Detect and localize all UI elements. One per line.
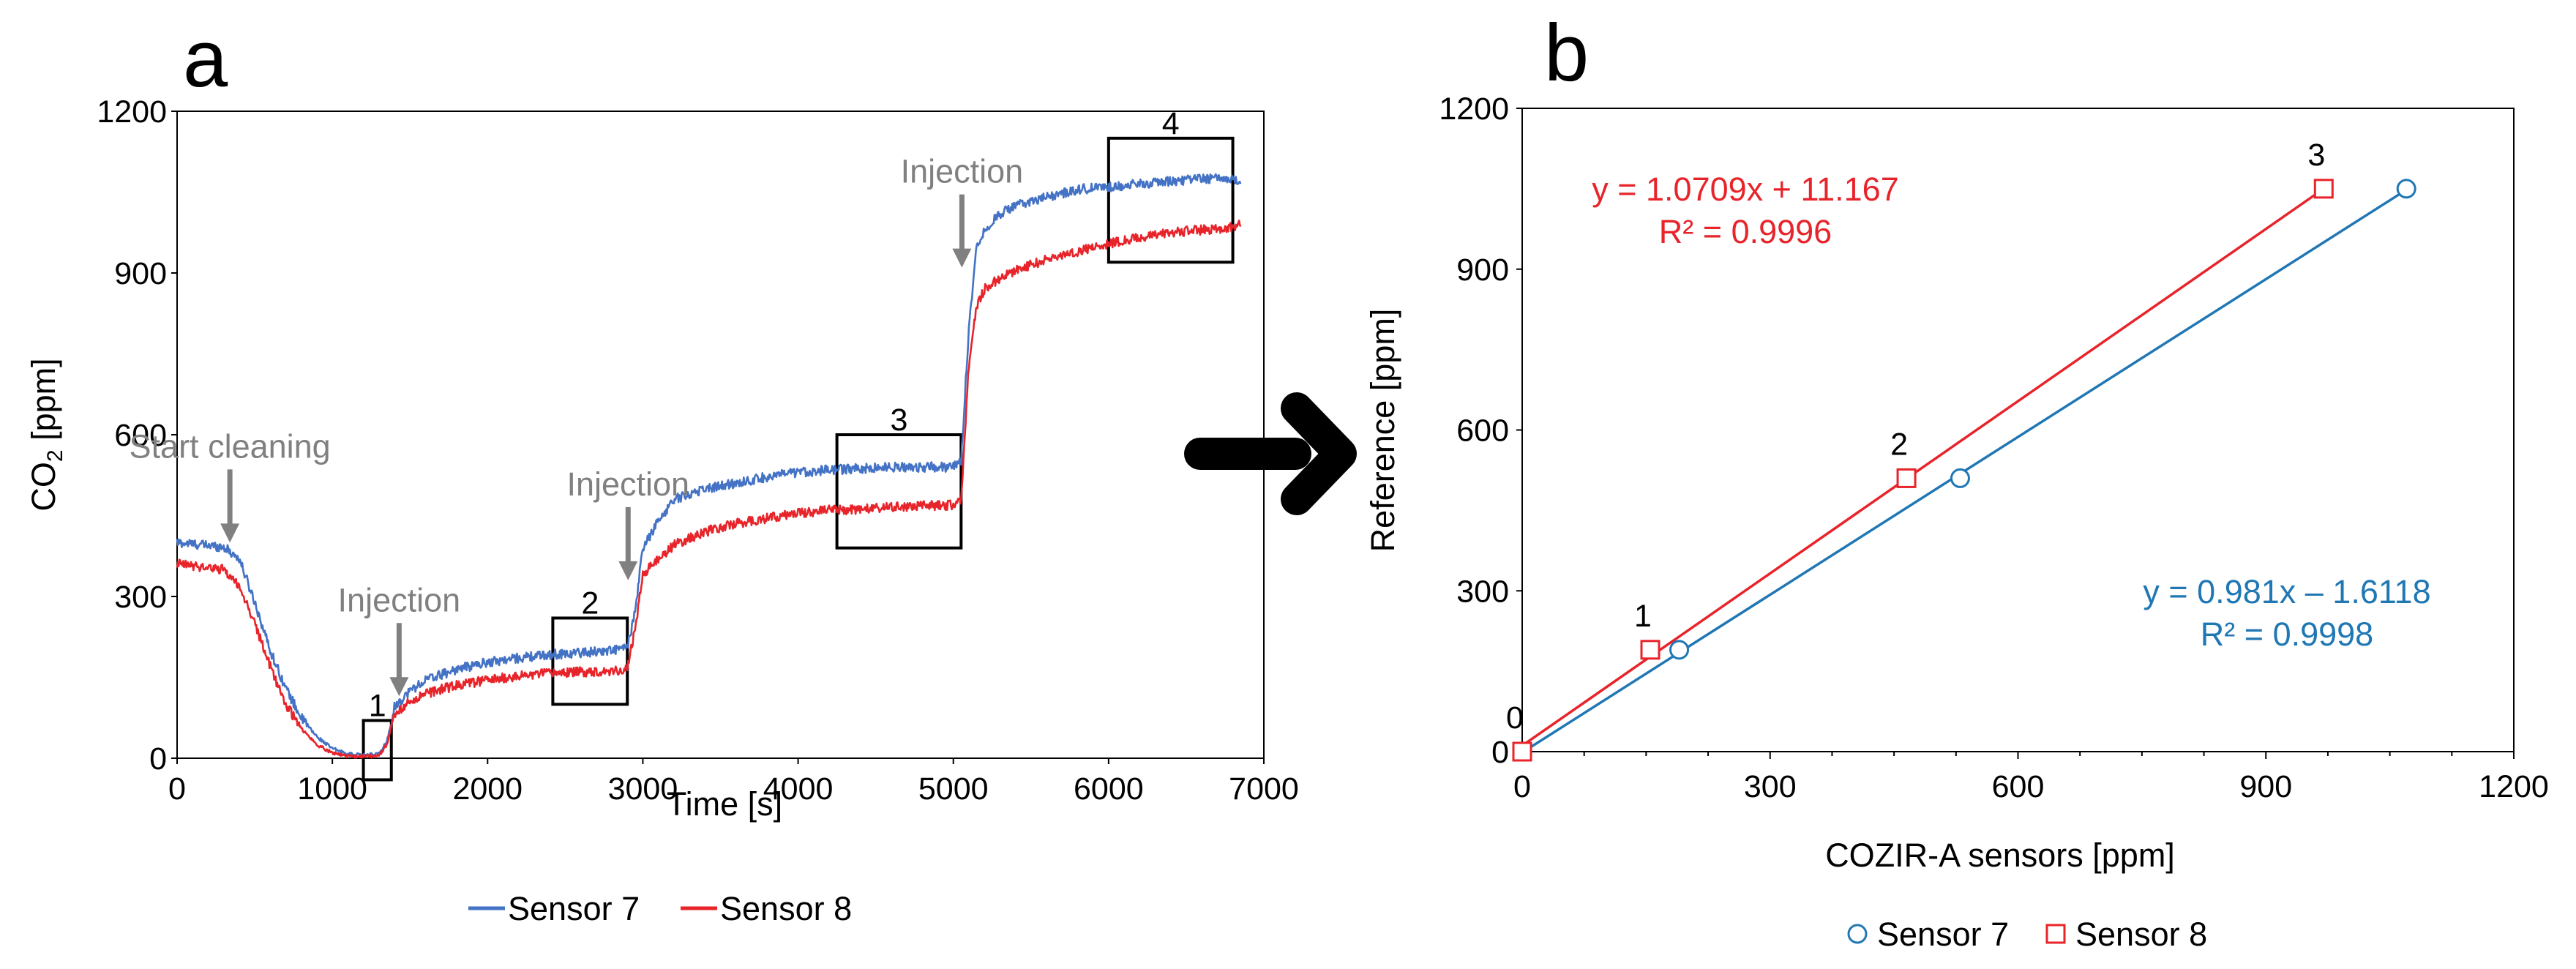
series-line-sensor-7 [176, 173, 1242, 758]
y-axis-label-a-main: CO [25, 462, 62, 512]
highlight-box [835, 433, 963, 550]
x-tick-label-a: 6000 [1074, 771, 1144, 807]
highlight-box-label: 4 [1162, 106, 1180, 141]
y-tick-label-a: 600 [114, 418, 167, 453]
annotations-a: Start cleaning Injection Injection Injectio… [130, 153, 1024, 697]
panel-label-a: a [183, 14, 228, 104]
point-label: 2 [1890, 427, 1908, 462]
fit-r2-sensor8: R² = 0.9996 [1659, 213, 1832, 250]
data-points-b [1512, 179, 2416, 762]
x-tick-label-a: 0 [168, 771, 186, 807]
y-axis-label-a-rest: [ppm] [25, 358, 62, 449]
y-tick-label-b: 0 [1491, 735, 1509, 770]
y-tick-label-b: 1200 [1439, 91, 1509, 127]
panel-label-b: b [1544, 8, 1589, 98]
x-tick-label-a: 4000 [763, 771, 834, 807]
plot-area-a [176, 111, 1265, 759]
fit-r2-sensor7: R² = 0.9998 [2201, 616, 2373, 653]
x-axis-label-b: COZIR-A sensors [ppm] [1825, 837, 2175, 874]
point-label: 1 [1634, 599, 1652, 634]
fit-line-sensor-8 [1521, 187, 2325, 747]
y-tick-label-b: 900 [1456, 252, 1509, 288]
annotation-label: Injection [901, 153, 1024, 190]
legend-b-marker-sensor7 [1847, 924, 1868, 944]
data-point-sensor-8 [1896, 468, 1917, 488]
point-label: 3 [2307, 138, 2325, 173]
highlight-box [1107, 136, 1235, 264]
x-tick-label-b: 600 [1992, 769, 2045, 804]
y-axis-label-a: CO2 [ppm] [25, 358, 67, 511]
data-point-sensor-7 [2396, 179, 2416, 199]
x-axis-label-a: Time [s] [667, 785, 782, 823]
x-tick-label-b: 300 [1744, 769, 1797, 804]
annotation-arrow-head [618, 561, 638, 580]
legend-b-label-sensor8: Sensor 8 [2075, 916, 2207, 953]
y-axis-label-a-sub: 2 [43, 449, 67, 462]
annotation-arrow-head [389, 677, 409, 697]
data-point-sensor-8 [1512, 741, 1532, 762]
chart-a: a 0 300 600 900 1200 0 1000 2000 3000 4000 5000 60… [25, 14, 1299, 927]
annotation-label: Injection [566, 465, 689, 503]
x-tick-label-a: 3000 [608, 771, 678, 807]
annotation-label: Start cleaning [130, 427, 331, 465]
highlight-box-label: 2 [581, 585, 599, 621]
annotation-label: Injection [338, 581, 461, 618]
fit-equation-sensor8: y = 1.0709x + 11.167 [1592, 171, 1899, 208]
point-labels-b: 0 1 2 3 [1506, 138, 2325, 736]
x-axis-ticks-b: 0 300 600 900 1200 [1513, 752, 2549, 804]
legend-b: Sensor 7 Sensor 8 [1847, 916, 2207, 953]
y-axis-ticks-a: 0 300 600 900 1200 [97, 94, 177, 777]
transition-arrow [1184, 392, 1357, 515]
y-tick-label-a: 900 [114, 256, 167, 291]
y-tick-label-a: 1200 [97, 94, 167, 130]
x-tick-label-a: 2000 [452, 771, 523, 807]
y-tick-label-a: 300 [114, 580, 167, 615]
data-point-sensor-7 [1950, 468, 1970, 488]
legend-a: Sensor 7 Sensor 8 [468, 890, 852, 927]
x-tick-label-b: 900 [2239, 769, 2292, 804]
x-tick-label-a: 1000 [297, 771, 367, 807]
y-axis-ticks-b: 0 300 600 900 1200 [1439, 91, 1522, 770]
annotation-arrow-head [952, 248, 972, 268]
x-tick-label-a: 5000 [918, 771, 989, 807]
highlight-box [362, 719, 393, 782]
annotation-arrow-head [220, 523, 240, 543]
series-line-sensor-8 [176, 220, 1242, 759]
legend-b-label-sensor7: Sensor 7 [1877, 916, 2009, 953]
data-point-sensor-7 [1669, 640, 1690, 660]
legend-a-label-sensor8: Sensor 8 [720, 890, 852, 927]
y-tick-label-b: 300 [1456, 574, 1509, 609]
data-point-sensor-8 [1640, 640, 1660, 660]
highlight-boxes-a: 1 2 3 4 [362, 106, 1235, 782]
legend-a-label-sensor7: Sensor 7 [508, 890, 640, 927]
x-tick-label-b: 0 [1513, 769, 1531, 804]
data-point-sensor-8 [2313, 179, 2334, 199]
highlight-box [551, 616, 629, 706]
legend-b-marker-sensor8 [2045, 924, 2066, 944]
x-tick-label-a: 7000 [1229, 771, 1299, 807]
y-tick-label-b: 600 [1456, 414, 1509, 449]
series-lines-a [176, 173, 1242, 759]
chart-b: b 0 300 600 900 1200 0 300 600 900 1200 0 1 2 3 y =… [1364, 8, 2549, 953]
x-tick-label-b: 1200 [2479, 769, 2549, 804]
x-axis-ticks-a: 0 1000 2000 3000 4000 5000 6000 7000 [168, 758, 1299, 807]
fit-equation-sensor7: y = 0.981x – 1.6118 [2143, 573, 2430, 610]
y-axis-label-b: Reference [ppm] [1364, 309, 1401, 553]
point-label: 0 [1506, 700, 1524, 736]
highlight-box-label: 3 [891, 403, 908, 438]
highlight-box-label: 1 [369, 688, 386, 723]
y-tick-label-a: 0 [149, 741, 167, 777]
